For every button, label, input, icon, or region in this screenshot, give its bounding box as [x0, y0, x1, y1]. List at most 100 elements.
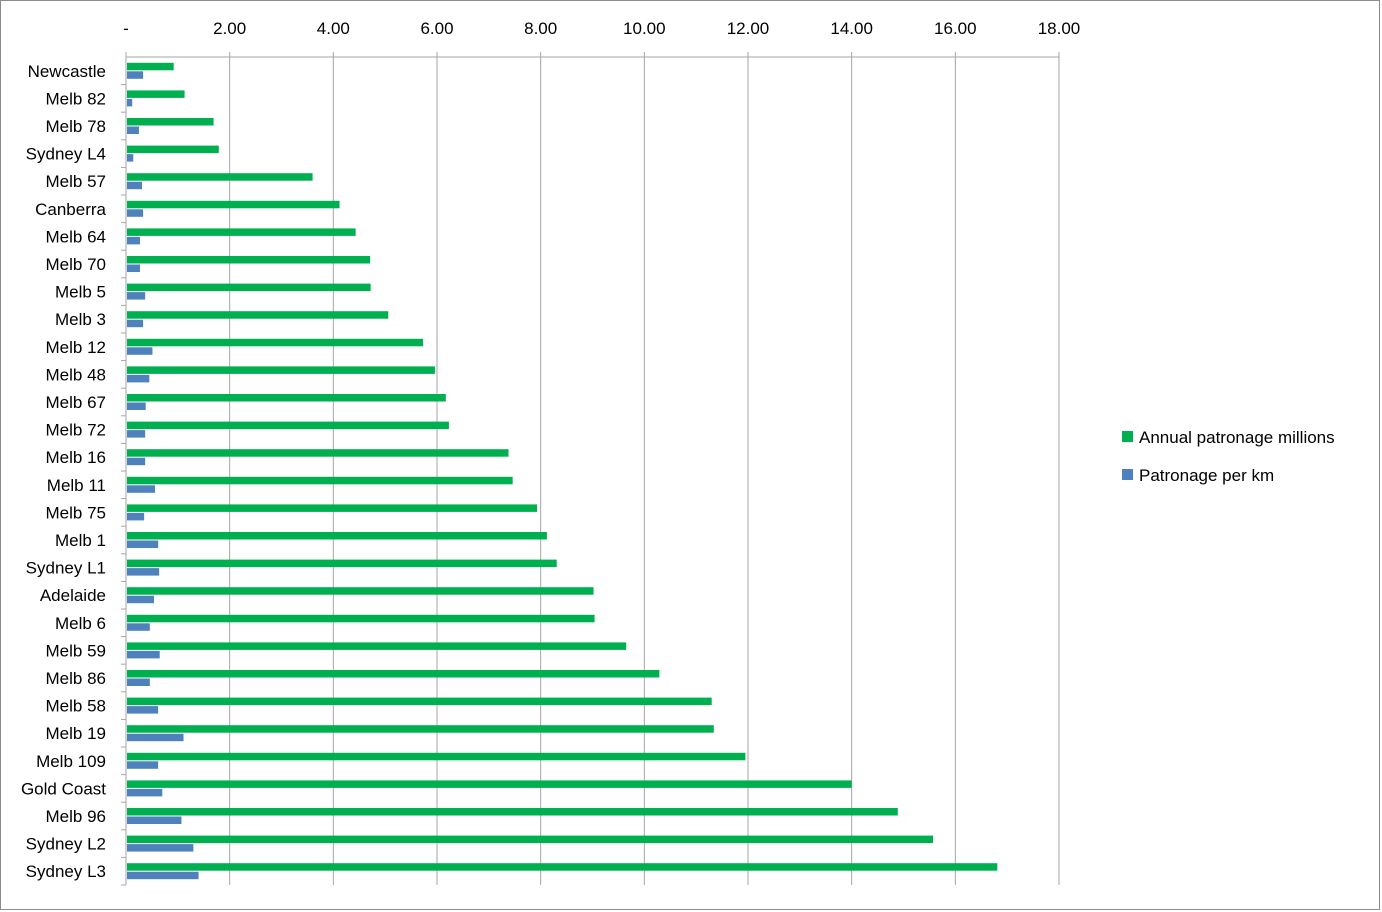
- bar-patronage-per-km: [127, 402, 146, 410]
- x-tick-label: 8.00: [524, 19, 557, 38]
- bar-patronage-per-km: [127, 485, 156, 493]
- category-label: Melb 96: [46, 807, 106, 826]
- bar-annual-patronage: [127, 532, 547, 540]
- bar-annual-patronage: [127, 366, 435, 374]
- category-label: Melb 48: [46, 365, 106, 384]
- bar-annual-patronage: [127, 200, 340, 209]
- x-tick-label: 10.00: [623, 19, 666, 38]
- x-tick-label: 14.00: [830, 19, 873, 38]
- x-tick-label: 2.00: [213, 19, 246, 38]
- bar-annual-patronage: [127, 808, 898, 816]
- category-label: Melb 5: [55, 283, 106, 302]
- bar-annual-patronage: [127, 118, 214, 126]
- bar-annual-patronage: [127, 642, 627, 650]
- category-label: Sydney L2: [26, 835, 106, 854]
- bar-annual-patronage: [127, 311, 389, 319]
- category-label: Melb 11: [47, 476, 106, 495]
- legend-label: Annual patronage millions: [1139, 428, 1335, 447]
- bar-annual-patronage: [127, 283, 371, 292]
- bar-annual-patronage: [127, 173, 313, 181]
- category-label: Melb 72: [46, 421, 106, 440]
- category-label: Melb 75: [46, 503, 106, 522]
- bar-annual-patronage: [127, 559, 557, 568]
- category-label: Sydney L1: [26, 559, 106, 578]
- bar-annual-patronage: [127, 421, 449, 430]
- bar-patronage-per-km: [127, 788, 163, 797]
- bar-annual-patronage: [127, 90, 185, 98]
- x-tick-label: 6.00: [420, 19, 453, 38]
- bar-annual-patronage: [127, 697, 712, 706]
- bar-annual-patronage: [127, 752, 746, 761]
- bar-patronage-per-km: [127, 650, 160, 659]
- x-tick-label: 4.00: [317, 19, 350, 38]
- bar-patronage-per-km: [127, 844, 194, 852]
- bar-annual-patronage: [127, 62, 174, 71]
- bar-patronage-per-km: [127, 154, 134, 162]
- bar-patronage-per-km: [127, 595, 154, 604]
- bar-annual-patronage: [127, 504, 538, 512]
- category-label: Melb 12: [46, 338, 106, 357]
- bar-patronage-per-km: [127, 816, 182, 824]
- bar-patronage-per-km: [127, 623, 150, 631]
- bar-annual-patronage: [127, 228, 356, 236]
- category-label: Melb 19: [46, 724, 106, 743]
- bar-patronage-per-km: [127, 236, 140, 245]
- bar-patronage-per-km: [127, 761, 159, 769]
- x-tick-label: 16.00: [934, 19, 977, 38]
- x-tick-label: 12.00: [727, 19, 770, 38]
- category-label: Melb 78: [46, 117, 106, 136]
- bar-patronage-per-km: [127, 374, 150, 383]
- bar-annual-patronage: [127, 835, 934, 844]
- bar-patronage-per-km: [127, 181, 143, 190]
- category-label: Melb 16: [46, 448, 106, 467]
- category-label: Melb 86: [46, 669, 106, 688]
- x-tick-label: -: [123, 19, 129, 38]
- bar-patronage-per-km: [127, 347, 153, 355]
- legend-swatch: [1122, 431, 1133, 442]
- legend-label: Patronage per km: [1139, 466, 1274, 485]
- bar-annual-patronage: [127, 256, 371, 264]
- category-label: Melb 82: [46, 89, 106, 108]
- bar-patronage-per-km: [127, 733, 184, 742]
- category-label: Melb 58: [46, 697, 106, 716]
- category-label: Melb 3: [55, 310, 106, 329]
- bar-patronage-per-km: [127, 292, 146, 300]
- category-label: Gold Coast: [21, 779, 106, 798]
- category-label: Adelaide: [40, 586, 106, 605]
- bar-annual-patronage: [127, 780, 852, 788]
- bar-annual-patronage: [127, 476, 513, 485]
- bar-patronage-per-km: [127, 126, 139, 134]
- bar-patronage-per-km: [127, 871, 199, 880]
- category-label: Melb 67: [46, 393, 106, 412]
- category-label: Melb 6: [55, 614, 106, 633]
- bar-annual-patronage: [127, 145, 219, 154]
- bar-annual-patronage: [127, 338, 424, 347]
- bar-patronage-per-km: [127, 430, 146, 438]
- category-label: Melb 109: [36, 752, 106, 771]
- bar-patronage-per-km: [127, 319, 144, 328]
- category-label: Newcastle: [28, 62, 106, 81]
- category-label: Canberra: [35, 200, 106, 219]
- bar-patronage-per-km: [127, 209, 144, 217]
- category-label: Melb 70: [46, 255, 106, 274]
- bar-annual-patronage: [127, 863, 998, 871]
- bar-patronage-per-km: [127, 457, 146, 466]
- bar-annual-patronage: [127, 614, 595, 623]
- bar-patronage-per-km: [127, 98, 133, 107]
- bar-patronage-per-km: [127, 264, 140, 272]
- legend-swatch: [1122, 469, 1133, 480]
- category-label: Melb 1: [55, 531, 106, 550]
- category-label: Melb 59: [46, 641, 106, 660]
- bar-patronage-per-km: [127, 706, 159, 714]
- bar-annual-patronage: [127, 670, 660, 678]
- category-label: Sydney L4: [26, 145, 106, 164]
- bar-annual-patronage: [127, 587, 594, 595]
- bar-annual-patronage: [127, 725, 714, 733]
- bar-patronage-per-km: [127, 512, 145, 521]
- x-tick-label: 18.00: [1038, 19, 1081, 38]
- bar-patronage-per-km: [127, 568, 160, 576]
- category-label: Sydney L3: [26, 862, 106, 881]
- category-label: Melb 64: [46, 227, 106, 246]
- bar-annual-patronage: [127, 449, 509, 457]
